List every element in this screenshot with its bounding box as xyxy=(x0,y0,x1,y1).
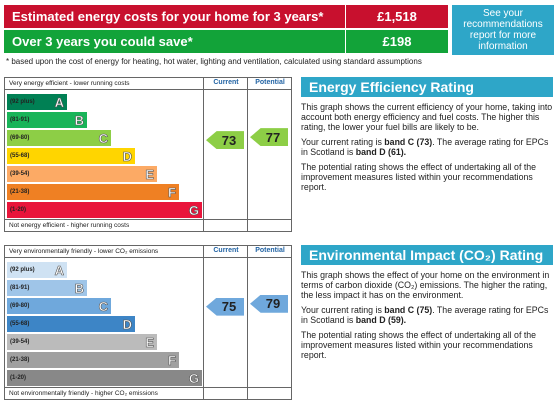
cost-footnote: * based upon the cost of energy for heat… xyxy=(6,57,422,66)
savings-value: £198 xyxy=(346,30,448,53)
potential-rating-arrow: 79 xyxy=(250,294,288,313)
band-range-label: (39-54) xyxy=(10,171,30,177)
environmental-impact-potential-text: The potential rating shows the effect of… xyxy=(301,330,537,360)
potential-rating-arrow: 77 xyxy=(250,128,288,147)
costs-label: Estimated energy costs for your home for… xyxy=(4,5,345,28)
rating-band-g: (1-20) G xyxy=(7,370,202,386)
rating-band-g: (1-20) G xyxy=(7,202,202,218)
band-range-label: (21-38) xyxy=(10,189,30,195)
band-range-label: (39-54) xyxy=(10,339,30,345)
band-range-label: (55-68) xyxy=(10,321,30,327)
band-letter: A xyxy=(54,262,64,278)
band-range-label: (92 plus) xyxy=(10,99,35,105)
band-letter: B xyxy=(74,112,84,128)
rating-band-e: (39-54) E xyxy=(7,334,157,350)
band-letter: B xyxy=(74,280,84,296)
environmental-impact-panel: Environmental Impact (CO₂) Rating This g… xyxy=(301,245,553,360)
environmental-impact-title: Environmental Impact (CO₂) Rating xyxy=(301,245,553,265)
chart-top-caption: Very energy efficient - lower running co… xyxy=(9,80,130,87)
band-letter: C xyxy=(98,298,108,314)
band-range-label: (21-38) xyxy=(10,357,30,363)
rating-band-d: (55-68) D xyxy=(7,148,135,164)
band-range-label: (81-91) xyxy=(10,117,30,123)
environmental-impact-description: This graph shows the effect of your home… xyxy=(301,270,550,300)
band-range-label: (92 plus) xyxy=(10,267,35,273)
chart-bottom-caption: Not environmentally friendly - higher CO… xyxy=(9,390,158,397)
chart-top-caption: Very environmentally friendly - lower CO… xyxy=(9,248,159,255)
energy-efficiency-panel: Energy Efficiency Rating This graph show… xyxy=(301,77,553,192)
current-column-header: Current xyxy=(213,247,239,254)
rating-band-e: (39-54) E xyxy=(7,166,157,182)
energy-efficiency-description: This graph shows the current efficiency … xyxy=(301,102,553,132)
rating-band-a: (92 plus) A xyxy=(7,262,67,278)
band-range-label: (1-20) xyxy=(10,207,27,213)
current-rating-arrow: 75 xyxy=(206,297,244,316)
band-letter: E xyxy=(145,166,154,182)
band-range-label: (81-91) xyxy=(10,285,30,291)
rating-band-c: (69-80) C xyxy=(7,298,111,314)
potential-column-header: Potential xyxy=(255,247,285,254)
band-letter: F xyxy=(168,184,177,200)
energy-efficiency-chart: Current Potential Very energy efficient … xyxy=(4,77,292,232)
band-letter: A xyxy=(54,94,64,110)
band-range-label: (1-20) xyxy=(10,375,27,381)
recommendations-link[interactable]: See your recommendations report for more… xyxy=(452,5,554,55)
band-range-label: (69-80) xyxy=(10,135,30,141)
chart-bottom-caption: Not energy efficient - higher running co… xyxy=(9,222,130,229)
energy-efficiency-potential-text: The potential rating shows the effect of… xyxy=(301,162,537,192)
potential-column-header: Potential xyxy=(255,79,285,86)
energy-efficiency-current-text: Your current rating is band C (73). The … xyxy=(301,137,549,157)
current-column-header: Current xyxy=(213,79,239,86)
rating-band-f: (21-38) F xyxy=(7,184,179,200)
rating-band-a: (92 plus) A xyxy=(7,94,67,110)
band-range-label: (55-68) xyxy=(10,153,30,159)
band-letter: F xyxy=(168,352,177,368)
band-range-label: (69-80) xyxy=(10,303,30,309)
rating-band-c: (69-80) C xyxy=(7,130,111,146)
current-rating-arrow: 73 xyxy=(206,131,244,150)
rating-band-b: (81-91) B xyxy=(7,280,87,296)
costs-value: £1,518 xyxy=(346,5,448,28)
rating-band-f: (21-38) F xyxy=(7,352,179,368)
environmental-impact-current-text: Your current rating is band C (75). The … xyxy=(301,305,549,325)
band-letter: G xyxy=(188,202,200,218)
savings-label: Over 3 years you could save* xyxy=(4,30,345,53)
energy-efficiency-title: Energy Efficiency Rating xyxy=(301,77,553,97)
band-letter: E xyxy=(145,334,154,350)
rating-band-d: (55-68) D xyxy=(7,316,135,332)
rating-band-b: (81-91) B xyxy=(7,112,87,128)
band-letter: D xyxy=(122,316,132,332)
band-letter: C xyxy=(98,130,108,146)
band-letter: G xyxy=(188,370,200,386)
environmental-impact-chart: Current Potential Very environmentally f… xyxy=(4,245,292,400)
band-letter: D xyxy=(122,148,132,164)
